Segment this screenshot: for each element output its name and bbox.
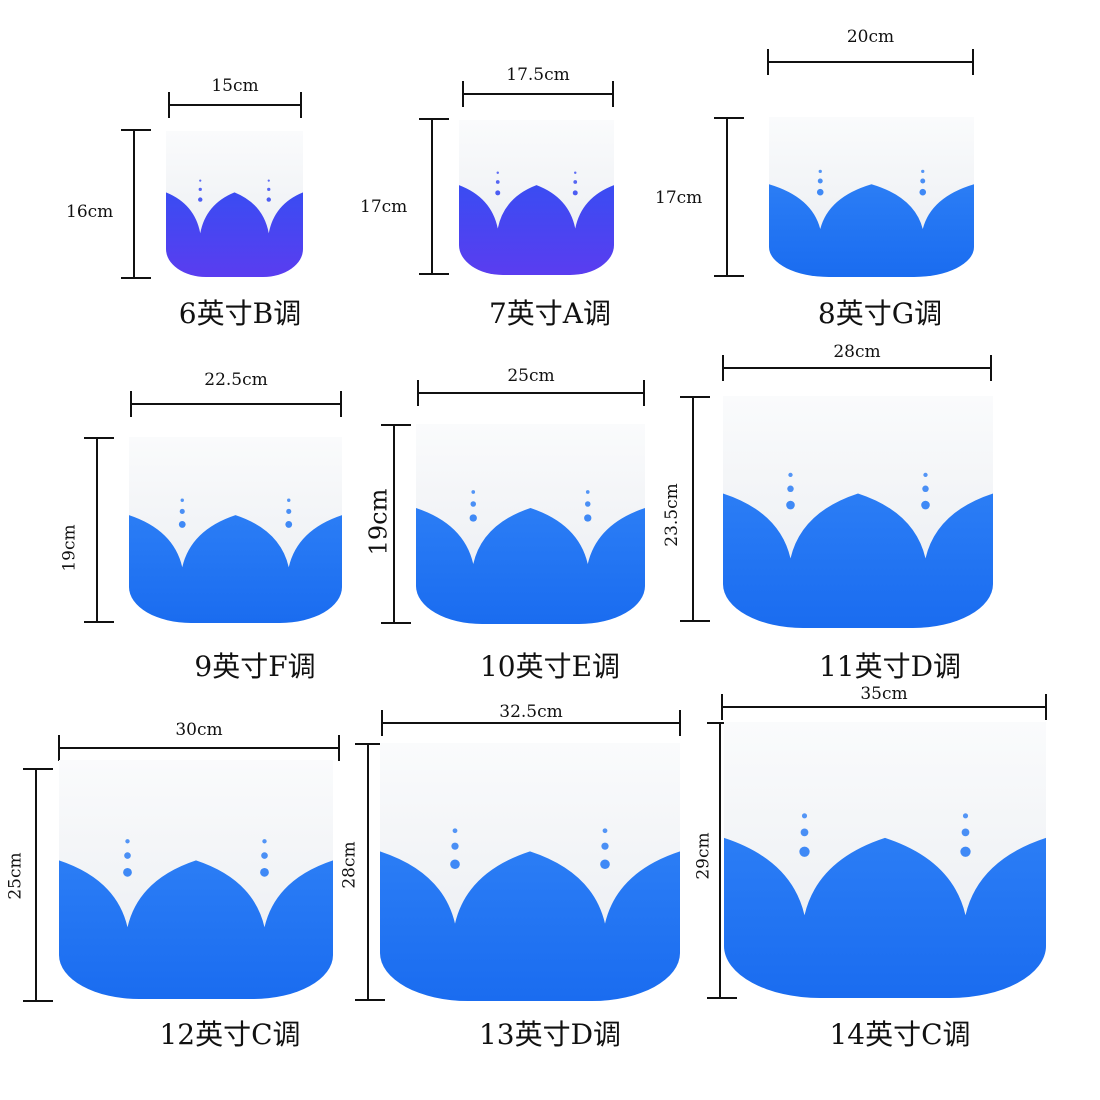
bowl-image: [416, 424, 645, 624]
bowl-caption: 10英寸E调: [479, 650, 621, 683]
height-label: 17cm: [655, 188, 703, 208]
bowl-image: [724, 722, 1046, 998]
lotus-pattern-icon: [723, 396, 993, 628]
bowl-image: [129, 437, 342, 623]
height-dimension-line: [84, 437, 114, 623]
lotus-pattern-icon: [724, 722, 1046, 998]
height-dimension-line: [355, 743, 385, 1001]
width-label: 22.5cm: [204, 370, 268, 390]
lotus-pattern-icon: [129, 437, 342, 623]
bowl-image: [59, 760, 333, 999]
width-dimension-line: [417, 380, 645, 406]
bowl-image: [380, 743, 680, 1001]
width-dimension-line: [722, 355, 992, 381]
width-dimension-line: [58, 735, 340, 761]
bowl-caption: 6英寸B调: [178, 297, 302, 330]
height-dimension-line: [680, 396, 710, 622]
bowl-image: [166, 131, 303, 277]
lotus-pattern-icon: [459, 120, 614, 275]
bowl-image: [769, 117, 974, 277]
bowl-caption: 7英寸A调: [488, 297, 612, 330]
bowl-caption: 9英寸F调: [194, 650, 316, 683]
bowl-caption: 13英寸D调: [478, 1018, 622, 1051]
width-dimension-line: [721, 694, 1047, 720]
bowl-caption: 12英寸C调: [159, 1018, 301, 1051]
lotus-pattern-icon: [416, 424, 645, 624]
height-label: 16cm: [66, 202, 114, 222]
lotus-pattern-icon: [166, 131, 303, 277]
width-label: 25cm: [507, 366, 555, 386]
width-label: 35cm: [860, 684, 908, 704]
height-dimension-line: [23, 768, 53, 1002]
lotus-pattern-icon: [380, 743, 680, 1001]
lotus-pattern-icon: [769, 117, 974, 277]
height-label: 25cm: [5, 852, 26, 900]
bowl-image: [459, 120, 614, 275]
bowl-caption: 8英寸G调: [817, 297, 943, 330]
width-dimension-line: [767, 49, 974, 75]
width-label: 15cm: [211, 76, 259, 96]
height-label: 23.5cm: [661, 483, 682, 547]
bowl-caption: 11英寸D调: [818, 650, 962, 683]
height-dimension-line: [714, 117, 744, 277]
height-label: 29cm: [693, 832, 714, 880]
height-label: 28cm: [339, 841, 360, 889]
width-label: 28cm: [833, 342, 881, 362]
width-dimension-line: [130, 391, 342, 417]
height-dimension-line: [707, 722, 737, 999]
height-dimension-line: [419, 118, 449, 275]
height-dimension-line: [121, 129, 151, 279]
width-dimension-line: [381, 710, 681, 736]
height-dimension-line: [381, 424, 411, 624]
width-dimension-line: [462, 81, 614, 107]
width-label: 17.5cm: [506, 65, 570, 85]
height-label: 19cm: [59, 524, 80, 572]
width-label: 32.5cm: [499, 702, 563, 722]
bowl-image: [723, 396, 993, 628]
bowl-caption: 14英寸C调: [829, 1018, 971, 1051]
height-label: 19cm: [364, 488, 393, 556]
height-label: 17cm: [360, 197, 408, 217]
width-label: 20cm: [846, 27, 895, 47]
width-dimension-line: [168, 92, 302, 118]
width-label: 30cm: [175, 720, 223, 740]
lotus-pattern-icon: [59, 760, 333, 999]
